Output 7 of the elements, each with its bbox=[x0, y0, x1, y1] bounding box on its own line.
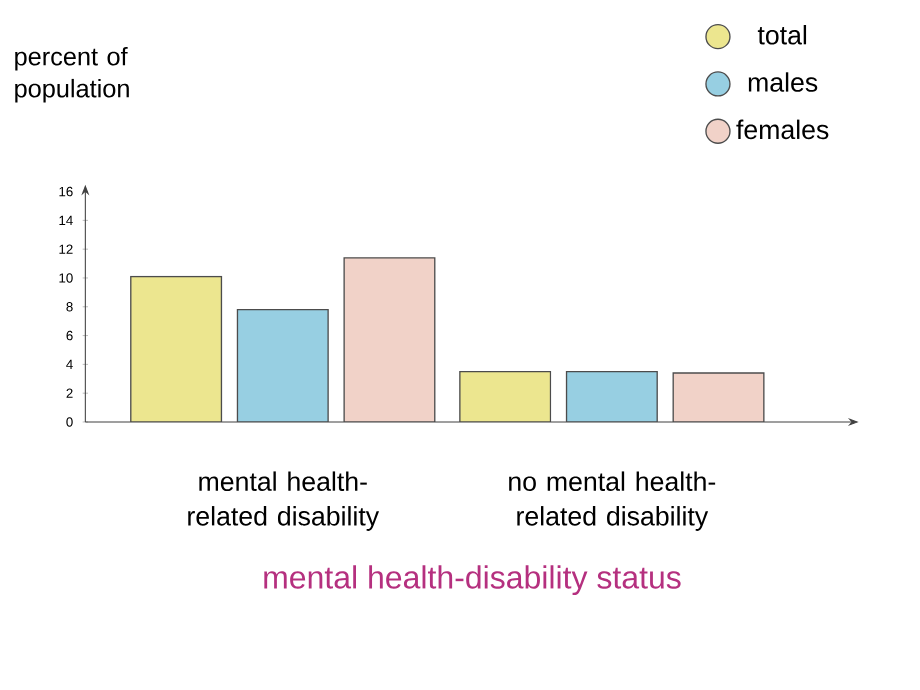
x-tick-label: mental health-related disability bbox=[188, 471, 380, 531]
x-tick-label: no mental health-related disability bbox=[509, 471, 716, 531]
legend-label: females bbox=[736, 119, 829, 140]
legend-label: males bbox=[748, 72, 818, 92]
y-axis-title: percent of population bbox=[15, 46, 129, 103]
x-axis-title: mental health-disability status bbox=[264, 565, 681, 596]
legend-label: total bbox=[757, 24, 807, 45]
